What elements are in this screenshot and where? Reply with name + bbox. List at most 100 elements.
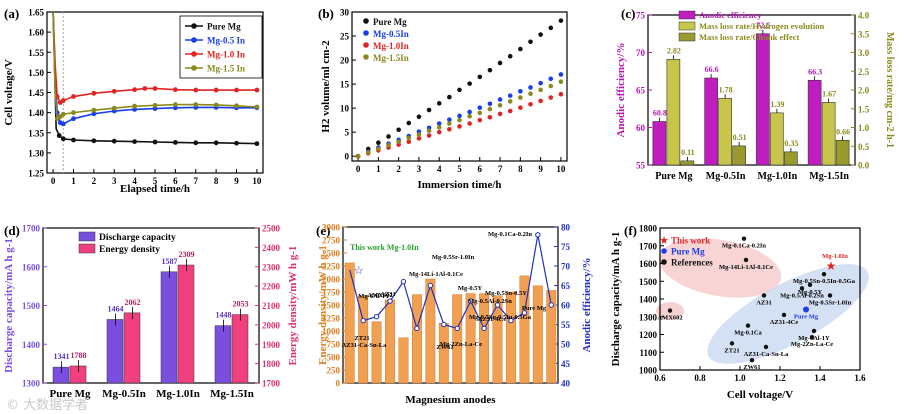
data-point-b	[538, 98, 543, 104]
ylabel-e: Energy density/mW h g-1	[317, 245, 329, 365]
ytick-label-a: 1.30	[28, 148, 44, 158]
category-label-d: Pure Mg	[49, 388, 91, 400]
data-point-f	[667, 308, 673, 313]
bar-c-1	[770, 112, 784, 166]
legend-marker-a	[191, 37, 197, 43]
point-label-f: Pure Mg	[794, 313, 819, 320]
efficiency-point-e	[508, 317, 514, 324]
category-label-c: Mg-1.5In	[809, 171, 849, 182]
data-label-c: 0.35	[784, 139, 798, 148]
category-label-d: Mg-0.5In	[102, 388, 146, 400]
efficiency-point-e	[548, 302, 554, 308]
data-point-b	[436, 101, 442, 106]
ytick-label-c: 65	[636, 86, 646, 96]
data-point-b	[507, 108, 513, 114]
data-point-b	[365, 150, 371, 155]
bar-e	[344, 262, 355, 384]
y2tick-label-d2: 2200	[262, 282, 281, 292]
legend-swatch-d	[78, 231, 96, 242]
xtick-label-b: 6	[478, 164, 483, 174]
data-point-b	[497, 97, 503, 102]
data-point-f	[809, 334, 815, 340]
data-point-f	[807, 282, 813, 287]
y2tick-label-e2: 60	[561, 301, 571, 311]
data-point-b	[426, 128, 432, 134]
ytick-label-a: 1.35	[28, 128, 44, 138]
legend-label-b: Mg-1.5In	[373, 53, 409, 63]
y2label-e: Anodic efficiency/%	[581, 257, 593, 352]
point-label-f: AZ31-Ca-Sn-La	[744, 351, 790, 358]
data-point-b	[507, 93, 513, 98]
y2tick-label-e2: 80	[561, 223, 571, 233]
region-ellipse-f	[707, 264, 869, 364]
data-point-b	[518, 89, 523, 94]
data-point-b	[487, 101, 493, 107]
data-point-a	[193, 102, 199, 107]
bar-e	[385, 299, 395, 384]
xtick-label-f: 0.8	[694, 373, 706, 383]
data-point-a	[132, 87, 138, 93]
ylabel-c: Anodic efficiency/%	[615, 42, 627, 137]
data-point-b	[497, 102, 503, 108]
efficiency-point-e	[427, 282, 434, 289]
bar-e	[532, 285, 543, 384]
ytick-label-c: 70	[636, 48, 646, 58]
bar-c-0	[704, 77, 718, 166]
efficiency-point-e	[441, 321, 447, 328]
y2tick-label-d2: 2400	[262, 243, 281, 253]
bar-d-1	[69, 365, 87, 384]
category-label-c: Pure Mg	[655, 171, 692, 182]
category-label-d: Mg-1.5In	[210, 388, 254, 400]
y2label-c: Mass loss rate/mg cm-2 h-1	[884, 32, 895, 148]
data-point-a	[132, 139, 138, 145]
data-point-a	[142, 86, 148, 91]
annotation-e: ZT21	[354, 335, 369, 342]
data-point-b	[497, 60, 503, 66]
ylabel-a: Cell voltage/V	[3, 59, 15, 125]
data-point-a	[213, 87, 219, 93]
xtick-label-a: 8	[214, 176, 219, 186]
y2tick-label-d2: 1900	[262, 340, 281, 350]
data-point-a	[193, 140, 199, 146]
annotation-e: Pure Mg	[522, 305, 547, 312]
highlight-note-e: This work Mg-1.0In	[350, 243, 419, 252]
y2tick-label-e2: 75	[561, 242, 571, 252]
legend-label-a: Mg-1.0 In	[207, 50, 245, 60]
ytick-label-b: 0	[345, 152, 350, 162]
data-point-a	[71, 94, 76, 99]
annotation-e: AMX602	[367, 292, 392, 299]
data-point-f	[743, 257, 749, 263]
bar-d-1	[123, 312, 141, 384]
legend-label-a: Pure Mg	[207, 22, 241, 32]
annotation-e: Mg-14Li-1Al-0.1Ce	[409, 271, 463, 278]
data-point-b	[558, 79, 564, 84]
bar-c-1	[666, 58, 681, 166]
xtick-label-b: 7	[498, 164, 503, 174]
panel-label-c: (c)	[621, 6, 635, 21]
data-point-b	[558, 72, 564, 77]
ytick-label-a: 1.50	[28, 68, 44, 78]
xlabel-a: Elapsed time/h	[120, 183, 190, 195]
bar-e	[546, 290, 557, 384]
data-point-b	[457, 117, 462, 123]
ytick-label-b: 30	[340, 8, 350, 18]
ytick-label-f: 1400	[639, 295, 658, 305]
bar-d-0	[106, 319, 124, 384]
ytick-label-b: 5	[345, 128, 350, 138]
data-point-a	[152, 102, 158, 108]
y2tick-label-d2: 1700	[262, 379, 281, 389]
data-point-a	[172, 87, 178, 93]
data-point-a	[91, 111, 97, 117]
data-label-c: 0.66	[836, 127, 850, 136]
bar-c-1	[821, 102, 836, 166]
data-point-b	[386, 142, 391, 148]
ytick-label-a: 1.65	[28, 8, 44, 18]
y2tick-label-e2: 45	[561, 359, 571, 369]
data-label-c: 72.5	[756, 21, 770, 30]
data-point-b	[436, 121, 442, 126]
data-point-b	[518, 46, 523, 52]
legend-swatch-c	[678, 32, 696, 42]
point-label-f: Mg-6Al-1Y	[798, 335, 830, 342]
ytick-label-e: 2500	[322, 249, 341, 259]
data-point-f	[781, 312, 787, 318]
